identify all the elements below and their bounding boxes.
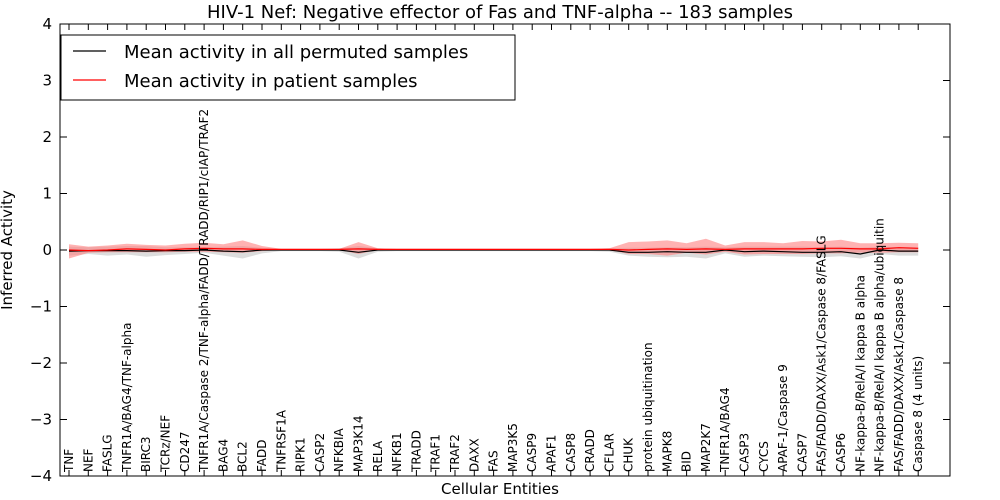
legend-label-patient: Mean activity in patient samples — [124, 71, 418, 92]
x-tick-label: RELA — [371, 440, 385, 472]
x-axis-label: Cellular Entities — [441, 480, 559, 498]
x-tick-label: FAS — [487, 450, 501, 472]
x-tick-label: CHUK — [622, 437, 636, 472]
x-tick-label: TCRz/NEF — [159, 415, 173, 473]
y-tick-label: 3 — [42, 72, 52, 90]
series-line-1 — [68, 247, 919, 252]
x-tick-label: NFKBIA — [332, 427, 346, 472]
x-tick-label: NF-kappa-B/RelA/I kappa B alpha — [853, 275, 867, 472]
x-tick-label: CD247 — [178, 431, 192, 472]
y-tick-label: 0 — [42, 241, 52, 259]
y-tick-label: 1 — [42, 185, 52, 203]
legend-box — [60, 34, 516, 101]
x-tick-label: TNF — [62, 449, 76, 473]
x-tick-label: TNFR1A/BAG4/TNF-alpha — [120, 323, 134, 473]
x-tick-label: MAP3K5 — [506, 423, 520, 472]
x-axis-ticks — [68, 24, 919, 476]
x-tick-label: NFKB1 — [390, 432, 404, 472]
x-tick-label: TNFR1A/BAG4 — [718, 387, 732, 473]
x-tick-label: MAP2K7 — [699, 423, 713, 472]
x-tick-label: protein ubiquitination — [641, 342, 655, 472]
x-tick-label: BID — [680, 451, 694, 472]
y-axis-label: Inferred Activity — [0, 190, 16, 310]
x-tick-label: MAPK8 — [660, 431, 674, 472]
x-tick-labels: TNF NEF FASLG TNFR1A/BAG4/TNF-alpha BIRC3 TCR… — [62, 109, 925, 473]
x-tick-label: BCL2 — [236, 441, 250, 472]
x-tick-label: FADD — [255, 440, 269, 473]
x-tick-label: CYCS — [757, 441, 771, 472]
x-tick-label: NEF — [81, 448, 95, 472]
y-axis: −4 −3 −2 −1 0 1 2 3 4 — [30, 15, 950, 485]
y-tick-label: −3 — [30, 411, 52, 429]
x-tick-label: TRAF2 — [448, 434, 462, 473]
x-tick-label: APAF1 — [545, 435, 559, 472]
x-tick-label: FAS/FADD/DAXX/Ask1/Caspase 8/FASLG — [815, 235, 829, 472]
x-tick-label: CASP2 — [313, 433, 327, 472]
legend-label-permuted: Mean activity in all permuted samples — [124, 42, 468, 63]
x-tick-label: TNFR1A/Caspase 2/TNF-alpha/FADD/TRADD/RI… — [197, 109, 211, 473]
x-tick-label: RIPK1 — [294, 437, 308, 472]
x-tick-label: BIRC3 — [139, 436, 153, 472]
y-tick-label: 4 — [42, 15, 52, 33]
x-tick-label: NF-kappa-B/RelA/I kappa B alpha/ubiquiti… — [873, 218, 887, 472]
x-tick-label: CFLAR — [602, 433, 616, 472]
x-tick-label: TNFRSF1A — [274, 409, 288, 473]
y-tick-label: −2 — [30, 354, 52, 372]
x-tick-label: MAP3K14 — [352, 415, 366, 472]
chart-title: HIV-1 Nef: Negative effector of Fas and … — [207, 2, 793, 23]
x-tick-label: CASP3 — [738, 433, 752, 472]
x-tick-label: TRADD — [409, 430, 423, 473]
x-tick-label: FAS/FADD/DAXX/Ask1/Caspase 8 — [892, 277, 906, 472]
x-tick-label: APAF-1/Caspase 9 — [776, 364, 790, 472]
y-tick-label: −4 — [30, 467, 52, 485]
confidence-band-1 — [69, 238, 919, 259]
x-tick-label: DAXX — [467, 438, 481, 472]
y-tick-label: −1 — [30, 298, 52, 316]
x-tick-label: BAG4 — [216, 439, 230, 472]
x-tick-label: Caspase 8 (4 units) — [911, 356, 925, 472]
legend: Mean activity in all permuted samples Me… — [60, 34, 516, 101]
x-tick-label: CASP8 — [564, 433, 578, 472]
y-tick-label: 2 — [42, 128, 52, 146]
x-tick-label: TRAF1 — [429, 434, 443, 473]
x-tick-label: FASLG — [101, 434, 115, 472]
x-tick-label: CASP6 — [834, 433, 848, 472]
series-lines — [68, 247, 919, 255]
x-tick-label: CASP9 — [525, 433, 539, 472]
x-tick-label: CRADD — [583, 429, 597, 472]
x-tick-label: CASP7 — [795, 433, 809, 472]
